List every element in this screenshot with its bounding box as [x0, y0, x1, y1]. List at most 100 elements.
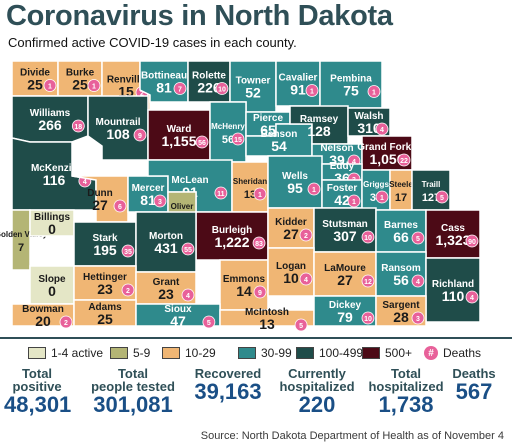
- death-count: 10: [364, 316, 372, 323]
- county-name-label: Renville: [107, 75, 146, 86]
- death-count: 1: [92, 84, 96, 91]
- divider: [0, 337, 512, 339]
- death-marker: [202, 315, 216, 329]
- stats-row: Total positive 48,301 Total people teste…: [0, 367, 512, 427]
- county-case-count: 52: [245, 85, 261, 101]
- death-marker: [252, 236, 266, 250]
- county-name-label: McHenry: [211, 122, 245, 131]
- county-name-label: Rolette: [192, 71, 226, 82]
- county-name-label: Dunn: [87, 188, 113, 199]
- stat-value: 301,081: [93, 392, 173, 417]
- county-name-label: Towner: [236, 76, 271, 87]
- death-count: 4: [416, 279, 420, 286]
- death-marker: [347, 194, 361, 208]
- county-case-count: 56: [222, 134, 234, 146]
- county-mchenry: McHenry 56 15: [209, 101, 247, 163]
- legend-item-500-plus: 500+: [362, 346, 412, 360]
- death-marker: [181, 242, 195, 256]
- county-case-count: 266: [38, 117, 62, 133]
- death-count: 3: [416, 316, 420, 323]
- county-name-label: Emmons: [223, 274, 266, 285]
- legend-item-30-99: 30-99: [238, 346, 292, 360]
- death-count: 5: [416, 236, 420, 243]
- death-marker: [305, 84, 319, 97]
- source-note: Source: North Dakota Department of Healt…: [200, 430, 504, 442]
- county-case-count: 95: [287, 180, 303, 196]
- county-traill: Traill 127 5: [411, 169, 451, 211]
- county-case-count: 56: [393, 272, 409, 288]
- death-marker: [121, 244, 135, 258]
- county-name-label: Mountrail: [96, 117, 141, 128]
- death-count: 1: [310, 89, 314, 96]
- county-case-count: 14: [236, 283, 252, 299]
- county-name-label: Foster: [327, 183, 358, 194]
- death-count: 1: [352, 199, 356, 206]
- legend-swatch: [238, 347, 256, 359]
- county-name-label: Ward: [167, 124, 192, 135]
- stat-label: Currently: [288, 366, 346, 381]
- death-marker: [361, 311, 375, 325]
- county-name-label: Pembina: [330, 74, 372, 85]
- death-count: 35: [124, 249, 132, 256]
- county-case-count: 13: [259, 316, 275, 332]
- death-count: 4: [83, 179, 87, 186]
- death-marker: [299, 228, 313, 242]
- death-count: 1: [312, 187, 316, 194]
- county-name-label: Morton: [149, 231, 183, 242]
- county-shape: [209, 101, 247, 163]
- county-name-label: Barnes: [384, 220, 418, 231]
- stat-label: Recovered: [194, 366, 262, 381]
- death-marker: [59, 315, 73, 329]
- stat-total-tested: Total people tested 301,081: [84, 367, 182, 417]
- county-shape: [411, 169, 451, 211]
- county-case-count: 10: [283, 270, 299, 286]
- death-marker: [367, 85, 381, 98]
- county-case-count: 1,323: [435, 232, 470, 248]
- county-name-label: McIntosh: [245, 307, 289, 318]
- death-marker: [294, 318, 308, 332]
- death-marker: [361, 274, 375, 288]
- county-name-label: Oliver: [171, 202, 194, 211]
- death-count: 9: [138, 133, 142, 140]
- county-case-count: 7: [18, 242, 24, 254]
- county-shape: [361, 169, 391, 211]
- county-case-count: 1,155: [161, 133, 196, 149]
- county-name-label: LaMoure: [324, 263, 366, 274]
- death-marker: [121, 283, 135, 297]
- death-count: 11: [217, 191, 225, 198]
- county-name-label: Divide: [20, 68, 50, 79]
- death-count: 7: [178, 87, 182, 94]
- county-case-count: 17: [395, 192, 407, 204]
- county-name-label: Wells: [282, 171, 308, 182]
- legend-item-5-9: 5-9: [110, 346, 150, 360]
- county-name-label: Burleigh: [212, 225, 253, 236]
- county-name-label: Billings: [34, 212, 71, 223]
- death-marker: [375, 122, 389, 136]
- death-count: 5: [207, 320, 211, 327]
- death-marker: [411, 274, 425, 288]
- death-count: 56: [198, 140, 206, 147]
- county-case-count: 431: [154, 240, 178, 256]
- death-marker: [253, 187, 267, 201]
- county-case-count: 47: [170, 313, 186, 329]
- death-marker: [307, 182, 321, 196]
- death-marker: [215, 82, 229, 95]
- county-name-label: Grant: [153, 277, 180, 288]
- death-marker: [397, 153, 411, 167]
- county-case-count: 25: [97, 311, 113, 327]
- stat-deaths: Deaths 567: [448, 367, 500, 404]
- county-name-label: Pierce: [253, 113, 283, 124]
